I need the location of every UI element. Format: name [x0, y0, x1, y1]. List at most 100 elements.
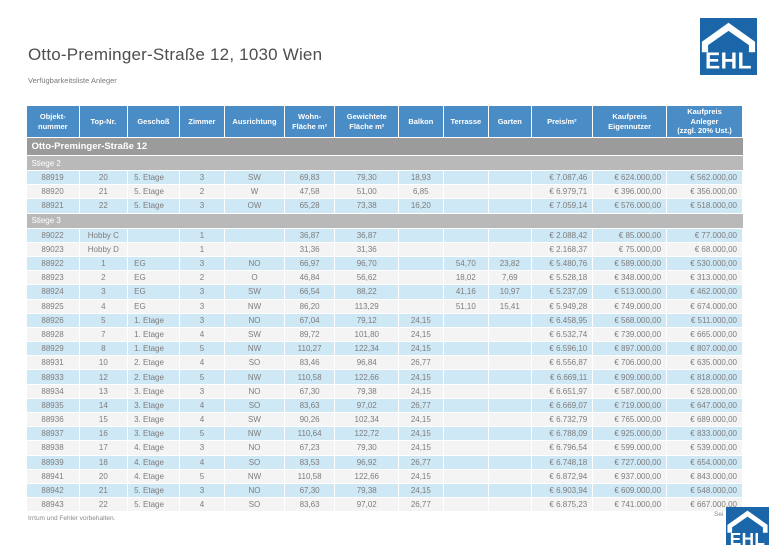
cell-kaufpreis_anleger: € 833.000,00 — [666, 426, 743, 442]
cell-preis_m2: € 6.903,94 — [531, 483, 594, 499]
cell-wohnflaeche: 89,72 — [284, 327, 336, 343]
cell-zimmer: 3 — [179, 170, 226, 186]
table-row: 88923 2 EG 2 O 46,84 56,62 18,02 7,69 € 5.528,18 €… — [26, 270, 743, 286]
table-row: 88934 13 3. Etage 3 NO 67,30 79,38 24,15 € 6.651… — [26, 384, 743, 399]
cell-terrasse — [443, 369, 490, 385]
table-header-row: Objekt- nummer Top-Nr. Geschoß Zimmer Ausric… — [26, 105, 743, 138]
cell-balkon — [398, 242, 444, 257]
cell-kaufpreis_eigennutzer: € 741.000,00 — [592, 497, 668, 513]
cell-objektnummer: 88924 — [26, 284, 80, 300]
cell-geschoss: 1. Etage — [127, 313, 180, 328]
table-row: 88941 20 4. Etage 5 NW 110,58 122,66 24,15 € 6.8… — [26, 469, 743, 484]
col-header-ausrichtung: Ausrichtung — [224, 105, 285, 138]
cell-wohnflaeche: 67,30 — [284, 384, 336, 399]
cell-top_nr: 17 — [79, 440, 129, 456]
cell-garten — [488, 497, 532, 513]
cell-wohnflaeche: 67,23 — [284, 440, 336, 456]
cell-kaufpreis_anleger: € 511.000,00 — [666, 313, 743, 328]
table-row: 88935 14 3. Etage 4 SO 83,63 97,02 26,77 € 6.669… — [26, 398, 743, 414]
cell-garten — [488, 398, 532, 414]
cell-wohnflaeche: 86,20 — [284, 299, 336, 314]
cell-wohnflaeche: 110,58 — [284, 469, 336, 484]
cell-gewichtete_flaeche: 79,30 — [334, 170, 400, 186]
cell-geschoss: 4. Etage — [127, 455, 180, 470]
cell-kaufpreis_eigennutzer: € 765.000,00 — [592, 412, 668, 428]
cell-objektnummer: 88936 — [26, 412, 80, 428]
cell-terrasse — [443, 412, 490, 428]
cell-preis_m2: € 6.556,87 — [531, 355, 594, 371]
cell-kaufpreis_anleger: € 462.000,00 — [666, 284, 743, 300]
cell-ausrichtung: NO — [224, 256, 285, 272]
cell-ausrichtung: NW — [224, 341, 285, 357]
table-row: 88926 5 1. Etage 3 NO 67,04 79,12 24,15 € 6.458,… — [26, 313, 743, 328]
cell-objektnummer: 88943 — [26, 497, 80, 513]
cell-ausrichtung: O — [224, 270, 285, 286]
cell-ausrichtung: SO — [224, 355, 285, 371]
cell-balkon — [398, 284, 444, 300]
cell-balkon — [398, 256, 444, 272]
cell-objektnummer: 88919 — [26, 170, 80, 186]
cell-geschoss: 5. Etage — [127, 198, 180, 214]
cell-garten — [488, 469, 532, 484]
cell-zimmer: 4 — [179, 355, 226, 371]
cell-objektnummer: 88937 — [26, 426, 80, 442]
cell-ausrichtung: NO — [224, 384, 285, 399]
col-header-garten: Garten — [488, 105, 532, 138]
table-row: 89023 Hobby D 1 31,36 31,36 € 2.168,37 € 75.00… — [26, 242, 743, 257]
table-body: Otto-Preminger-Straße 12 Stiege 2 88919 20 5… — [26, 137, 743, 513]
cell-gewichtete_flaeche: 96,92 — [334, 455, 400, 470]
cell-zimmer: 3 — [179, 256, 226, 272]
cell-gewichtete_flaeche: 79,38 — [334, 483, 400, 499]
cell-objektnummer: 88941 — [26, 469, 80, 484]
cell-gewichtete_flaeche: 113,29 — [334, 299, 400, 314]
cell-wohnflaeche: 83,53 — [284, 455, 336, 470]
cell-top_nr: 18 — [79, 455, 129, 470]
table-row: 88939 18 4. Etage 4 SO 83,53 96,92 26,77 € 6.748… — [26, 455, 743, 470]
cell-geschoss: 2. Etage — [127, 369, 180, 385]
subgroup-header-row: Stiege 3 — [26, 213, 743, 229]
table-row: 88919 20 5. Etage 3 SW 69,83 79,30 18,93 € 7.087… — [26, 170, 743, 186]
cell-preis_m2: € 7.059,14 — [531, 198, 594, 214]
cell-ausrichtung: W — [224, 184, 285, 200]
cell-zimmer: 1 — [179, 242, 226, 257]
cell-kaufpreis_eigennutzer: € 587.000,00 — [592, 384, 668, 399]
cell-top_nr: Hobby C — [79, 228, 129, 243]
cell-kaufpreis_eigennutzer: € 589.000,00 — [592, 256, 668, 272]
table-row: 88928 7 1. Etage 4 SW 89,72 101,80 24,15 € 6.532… — [26, 327, 743, 343]
ehl-logo: EHL — [700, 18, 757, 75]
cell-preis_m2: € 6.669,07 — [531, 398, 594, 414]
cell-balkon: 24,15 — [398, 327, 444, 343]
cell-top_nr: 22 — [79, 497, 129, 513]
cell-objektnummer: 88942 — [26, 483, 80, 499]
cell-garten — [488, 455, 532, 470]
cell-terrasse — [443, 313, 490, 328]
cell-objektnummer: 88921 — [26, 198, 80, 214]
cell-ausrichtung: NW — [224, 426, 285, 442]
cell-objektnummer: 88926 — [26, 313, 80, 328]
cell-balkon: 26,77 — [398, 455, 444, 470]
ehl-logo-bottom: EHL — [726, 507, 769, 545]
cell-wohnflaeche: 69,83 — [284, 170, 336, 186]
cell-preis_m2: € 6.788,09 — [531, 426, 594, 442]
cell-top_nr: 14 — [79, 398, 129, 414]
table-row: 88936 15 3. Etage 4 SW 90,26 102,34 24,15 € 6.73… — [26, 412, 743, 428]
cell-kaufpreis_eigennutzer: € 85.000,00 — [592, 228, 668, 243]
cell-geschoss: 5. Etage — [127, 170, 180, 186]
cell-garten — [488, 426, 532, 442]
cell-balkon: 24,15 — [398, 369, 444, 385]
cell-terrasse — [443, 384, 490, 399]
cell-balkon: 26,77 — [398, 398, 444, 414]
cell-wohnflaeche: 46,84 — [284, 270, 336, 286]
cell-gewichtete_flaeche: 56,62 — [334, 270, 400, 286]
cell-kaufpreis_eigennutzer: € 706.000,00 — [592, 355, 668, 371]
cell-balkon: 6,85 — [398, 184, 444, 200]
cell-kaufpreis_eigennutzer: € 576.000,00 — [592, 198, 668, 214]
cell-kaufpreis_eigennutzer: € 937.000,00 — [592, 469, 668, 484]
cell-gewichtete_flaeche: 122,34 — [334, 341, 400, 357]
cell-kaufpreis_anleger: € 68.000,00 — [666, 242, 743, 257]
cell-wohnflaeche: 36,87 — [284, 228, 336, 243]
cell-wohnflaeche: 67,04 — [284, 313, 336, 328]
col-header-gewichtete_flaeche: Gewichtete Fläche m² — [334, 105, 400, 138]
cell-balkon: 24,15 — [398, 384, 444, 399]
